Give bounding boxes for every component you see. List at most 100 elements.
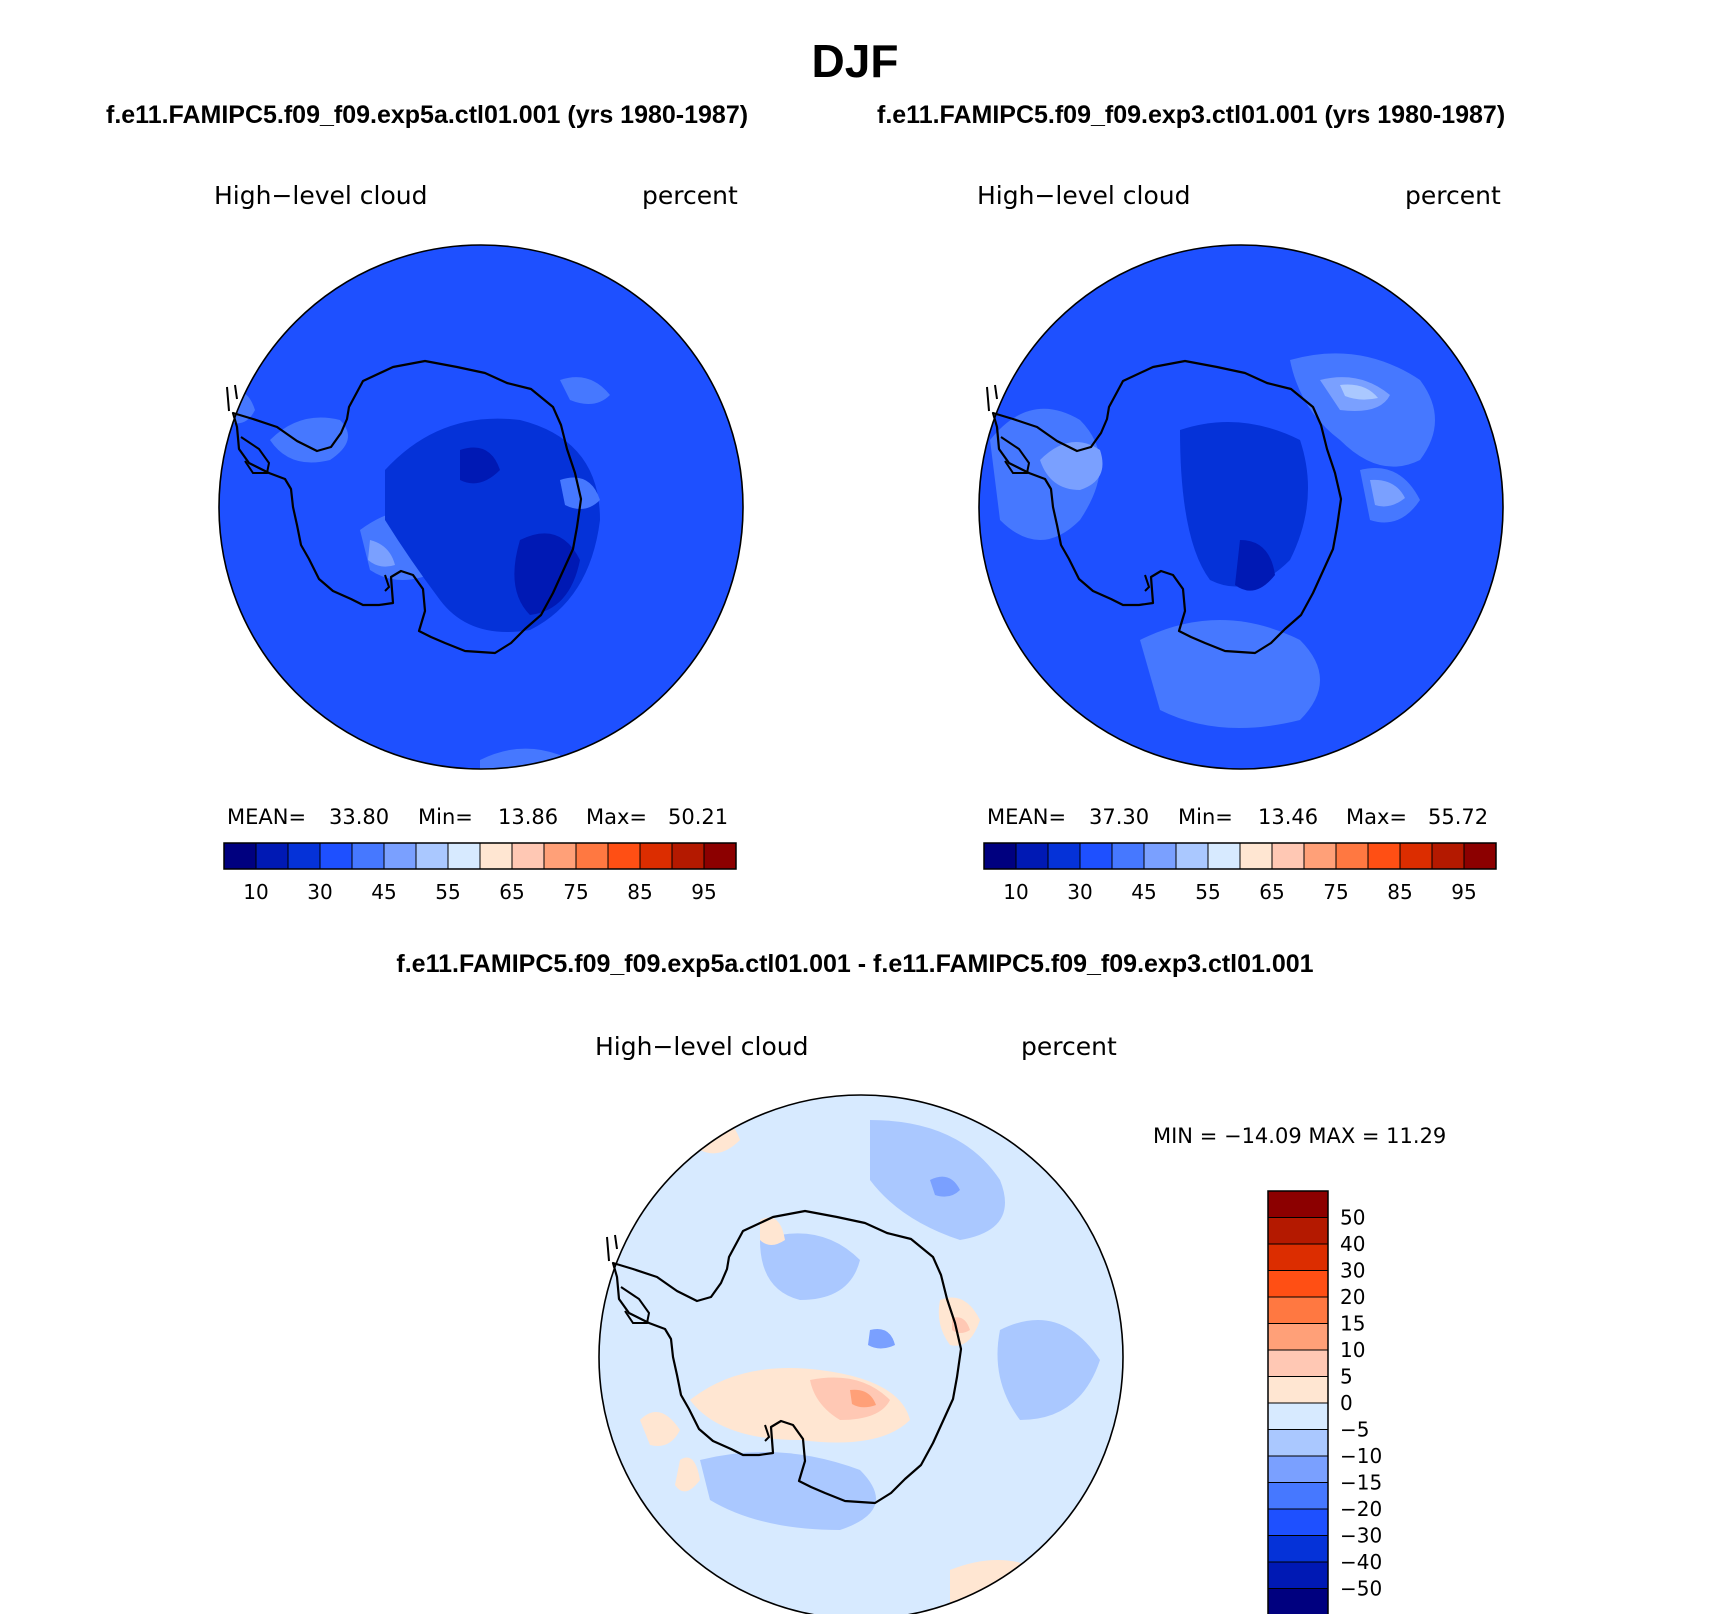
panel-1-colorbar-swatch (383, 842, 417, 870)
difference-colorbar-swatch (1267, 1535, 1329, 1563)
difference-colorbar-swatch (1267, 1243, 1329, 1271)
difference-colorbar-tick-label: −10 (1340, 1444, 1382, 1468)
panel-1-colorbar-swatch (479, 842, 513, 870)
panel-1-min-label: Min= (418, 805, 473, 829)
difference-colorbar-swatch (1267, 1561, 1329, 1589)
panel-1-colorbar-swatch (543, 842, 577, 870)
page-title: DJF (811, 35, 899, 87)
panel-1-colorbar-tick-label: 95 (691, 880, 716, 904)
panel-1-colorbar-swatch (703, 842, 737, 870)
difference-colorbar-swatch (1267, 1323, 1329, 1351)
panel-1-mean-value: 33.80 (329, 805, 390, 829)
difference-colorbar-tick-label: −50 (1340, 1577, 1382, 1601)
panel-1-colorbar-swatch (255, 842, 289, 870)
panel-1-colorbar-swatch (575, 842, 609, 870)
panel-2-colorbar-swatch (1303, 842, 1337, 870)
panel-1-colorbar-frame (223, 842, 737, 870)
difference-colorbar-tick-label: 40 (1340, 1232, 1365, 1256)
panel-1-colorbar-swatch (671, 842, 705, 870)
difference-colorbar-swatch (1267, 1376, 1329, 1404)
panel-1-colorbar-swatch (607, 842, 641, 870)
difference-colorbar-swatch (1267, 1482, 1329, 1510)
difference-colorbar-swatch (1267, 1402, 1329, 1430)
panel-2-colorbar-tick-label: 30 (1067, 880, 1092, 904)
panel-2-colorbar-tick-label: 75 (1323, 880, 1348, 904)
difference-colorbar-tick-label: 50 (1340, 1206, 1365, 1230)
difference-colorbar-swatch (1267, 1296, 1329, 1324)
difference-colorbar-tick-label: −20 (1340, 1497, 1382, 1521)
panel-2-colorbar-swatch (1143, 842, 1177, 870)
difference-colorbar-swatch (1267, 1270, 1329, 1298)
panel-2-variable-label: High−level cloud (977, 181, 1191, 210)
difference-colorbar-tick-label: 5 (1340, 1365, 1353, 1389)
panel-2-colorbar-tick-label: 65 (1259, 880, 1284, 904)
panel-2-colorbar-swatch (1367, 842, 1401, 870)
difference-colorbar-swatch (1267, 1508, 1329, 1536)
panel-2-colorbar-tick-label: 10 (1003, 880, 1028, 904)
panel-2-max-value: 55.72 (1428, 805, 1489, 829)
difference-colorbar-frame (1267, 1190, 1329, 1614)
panel-2-colorbar-swatch (1399, 842, 1433, 870)
panel-2-colorbar-tick-label: 85 (1387, 880, 1412, 904)
difference-colorbar-swatch (1267, 1190, 1329, 1218)
panel-2-map (978, 244, 1504, 770)
panel-1-variable-label: High−level cloud (214, 181, 428, 210)
difference-colorbar-tick-label: 15 (1340, 1312, 1365, 1336)
difference-minmax-label: MIN = −14.09 MAX = 11.29 (1153, 1124, 1447, 1148)
difference-colorbar-swatch (1267, 1455, 1329, 1483)
panel-1-colorbar-tick-label: 65 (499, 880, 524, 904)
panel-2-mean-label: MEAN= (987, 805, 1067, 829)
panel-2-colorbar-swatch (1111, 842, 1145, 870)
panel-1-max-label: Max= (586, 805, 648, 829)
panel-2-min-label: Min= (1178, 805, 1233, 829)
panel-2-colorbar-swatch (1431, 842, 1465, 870)
panel-1-min-value: 13.86 (498, 805, 559, 829)
panel-2-colorbar-swatch (1015, 842, 1049, 870)
panel-1-colorbar-swatch (351, 842, 385, 870)
panel-2-colorbar-tick-label: 95 (1451, 880, 1476, 904)
difference-colorbar-tick-label: 0 (1340, 1391, 1353, 1415)
panel-1-colorbar-tick-label: 10 (243, 880, 268, 904)
panel-1-colorbar-swatch (511, 842, 545, 870)
panel-2-colorbar-swatch (1335, 842, 1369, 870)
difference-colorbar-swatch (1267, 1349, 1329, 1377)
panel-1-colorbar-swatch (223, 842, 257, 870)
difference-units-label: percent (1021, 1032, 1117, 1061)
panel-2-min-value: 13.46 (1258, 805, 1319, 829)
panel-1-colorbar-swatch (415, 842, 449, 870)
difference-map (598, 1094, 1124, 1614)
panel-2-units-label: percent (1405, 181, 1501, 210)
panel-2-colorbar-swatch (1047, 842, 1081, 870)
difference-colorbar-tick-label: −5 (1340, 1418, 1369, 1442)
panel-1-colorbar-swatch (639, 842, 673, 870)
panel-1-colorbar-tick-label: 75 (563, 880, 588, 904)
panel-2-colorbar-swatch (983, 842, 1017, 870)
difference-colorbar-tick-label: 10 (1340, 1338, 1365, 1362)
panel-1-colorbar-tick-label: 85 (627, 880, 652, 904)
panel-2-colorbar-frame (983, 842, 1497, 870)
panel-1-case-title: f.e11.FAMIPC5.f09_f09.exp5a.ctl01.001 (y… (106, 101, 749, 129)
difference-colorbar-swatch (1267, 1429, 1329, 1457)
panel-2-colorbar: 10 30 45 55 65 75 85 95 (983, 842, 1497, 904)
panel-2-mean-value: 37.30 (1089, 805, 1150, 829)
panel-1-mean-label: MEAN= (227, 805, 307, 829)
panel-1-max-value: 50.21 (668, 805, 729, 829)
panel-1-colorbar-tick-label: 30 (307, 880, 332, 904)
difference-variable-label: High−level cloud (595, 1032, 809, 1061)
panel-2-colorbar-swatch (1463, 842, 1497, 870)
difference-colorbar-tick-label: −30 (1340, 1524, 1382, 1548)
panel-1-map (218, 244, 744, 770)
panel-1-units-label: percent (642, 181, 738, 210)
panel-1-colorbar-swatch (287, 842, 321, 870)
difference-colorbar-tick-label: 20 (1340, 1285, 1365, 1309)
panel-2-colorbar-swatch (1175, 842, 1209, 870)
difference-colorbar-tick-label: 30 (1340, 1259, 1365, 1283)
panel-2-colorbar-swatch (1239, 842, 1273, 870)
panel-2-max-label: Max= (1346, 805, 1408, 829)
panel-1-colorbar: 10 30 45 55 65 75 85 95 (223, 842, 737, 904)
panel-2-colorbar-tick-label: 45 (1131, 880, 1156, 904)
difference-colorbar-tick-label: −15 (1340, 1471, 1382, 1495)
panel-2-colorbar-tick-label: 55 (1195, 880, 1220, 904)
